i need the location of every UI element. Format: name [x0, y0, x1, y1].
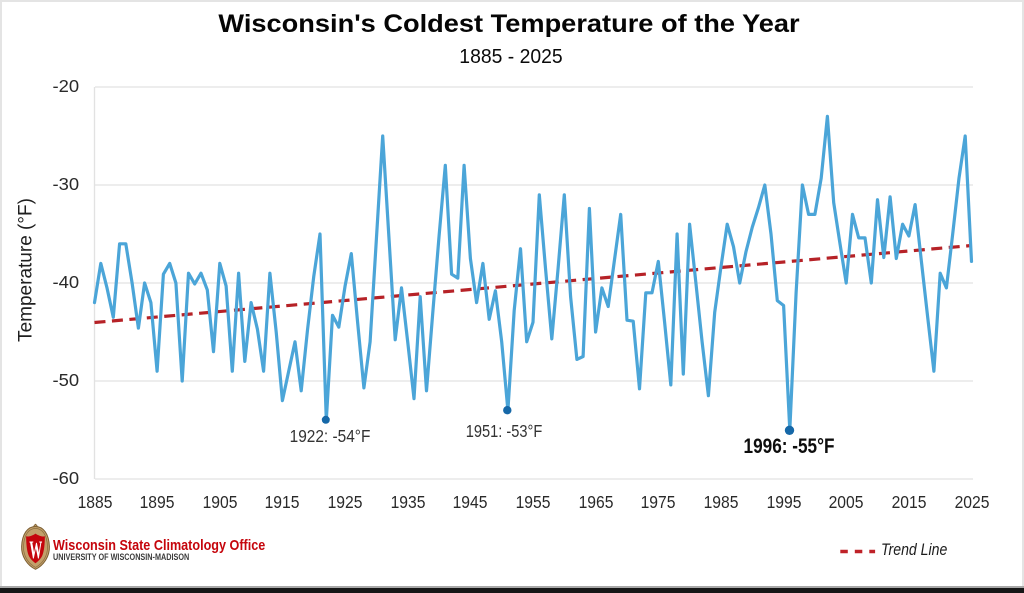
svg-text:W: W	[29, 537, 42, 565]
